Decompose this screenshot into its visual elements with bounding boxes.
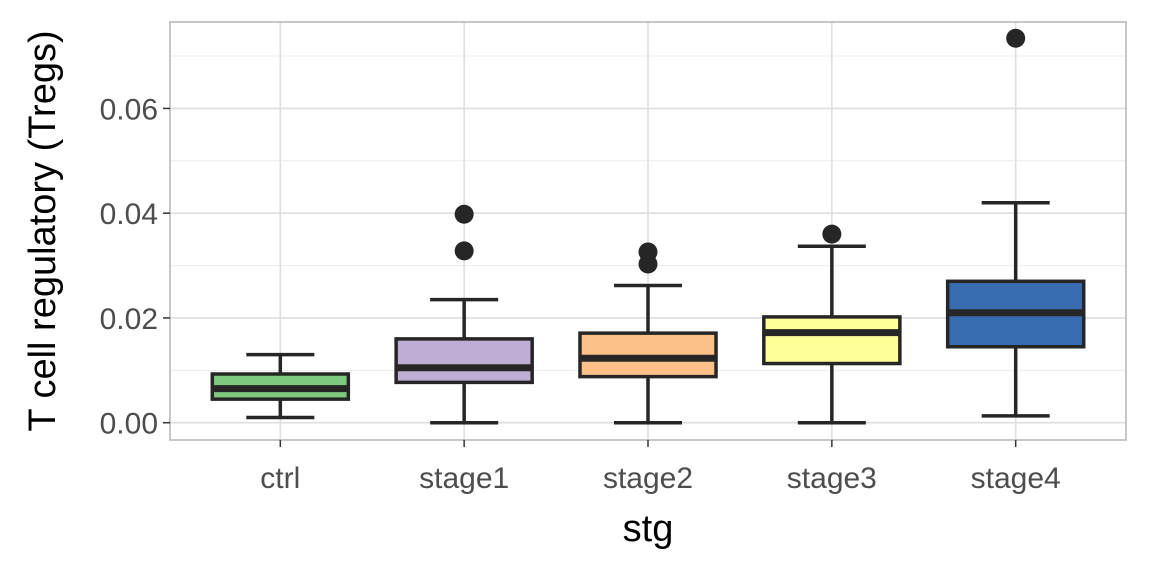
y-axis: 0.00 0.02 0.04 0.06 xyxy=(100,93,170,441)
box-stage4 xyxy=(945,28,1086,418)
box-body xyxy=(394,337,534,385)
x-tick-label: stage1 xyxy=(419,462,509,495)
x-tick-label: stage3 xyxy=(787,462,877,495)
outlier-point xyxy=(638,254,658,274)
x-tick-label: stage2 xyxy=(603,462,693,495)
x-tick-label: stage4 xyxy=(971,462,1061,495)
box-stage3 xyxy=(762,224,902,425)
box-body xyxy=(762,315,902,366)
y-tick-label: 0.04 xyxy=(100,198,158,231)
box-stage2 xyxy=(578,242,718,425)
outlier-point xyxy=(822,224,842,244)
boxes-layer xyxy=(210,28,1086,425)
box-stage1 xyxy=(394,204,534,425)
y-tick-label: 0.00 xyxy=(100,408,158,441)
outlier-point xyxy=(454,204,474,224)
y-tick-label: 0.02 xyxy=(100,303,158,336)
y-axis-title: T cell regulatory (Tregs) xyxy=(22,30,64,431)
outlier-point xyxy=(1006,28,1026,48)
x-axis-title: stg xyxy=(623,508,674,550)
box-ctrl xyxy=(210,352,351,420)
outlier-point xyxy=(454,241,474,261)
x-tick-label: ctrl xyxy=(260,462,300,495)
x-axis: ctrl stage1 stage2 stage3 stage4 xyxy=(260,440,1061,495)
y-tick-label: 0.06 xyxy=(100,93,158,126)
